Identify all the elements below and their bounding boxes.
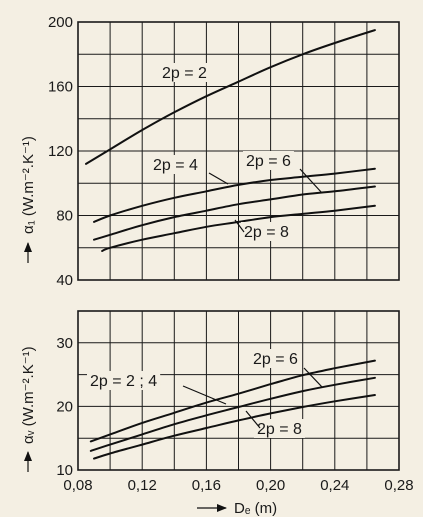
x-tick-label: 0,16 xyxy=(192,477,221,494)
alpha1-series-annotation: 2p = 2 xyxy=(162,65,207,82)
alphav-curves xyxy=(89,359,376,460)
alphav-plot: 10 20 30 0,08 0,12 0,16 0,20 0,24 0,28 2p = 2 ;… xyxy=(20,310,414,517)
alpha1-annotation-bg xyxy=(150,155,201,174)
alpha1-y-tick-label: 160 xyxy=(48,79,73,96)
alphav-frame xyxy=(77,310,400,471)
alpha1-annotation-leader xyxy=(234,219,245,233)
alphav-series-annotation: 2p = 2 ; 4 xyxy=(90,373,157,390)
alpha1-y-axis-label: α₁ (W.m⁻².K⁻¹) xyxy=(20,136,37,234)
alpha1-annotation-bg xyxy=(243,151,294,170)
alphav-y-tick-label: 10 xyxy=(56,462,73,479)
alpha1-plot: 40 80 120 160 200 2p = 2 2p = 4 2p = 6 2p = 8 α… xyxy=(20,14,400,289)
alphav-y-tick-label: 20 xyxy=(56,398,73,415)
alpha1-series-annotation: 2p = 8 xyxy=(244,224,289,241)
alphav-series-line-1 xyxy=(89,359,376,443)
alphav-y-axis-label: αᵥ (W.m⁻².K⁻¹) xyxy=(20,346,37,444)
alpha1-series-annotation: 2p = 4 xyxy=(153,157,198,174)
alpha1-y-ticks: 40 80 120 160 200 xyxy=(48,14,73,289)
x-tick-label: 0,12 xyxy=(128,477,157,494)
alpha1-annotation-bg xyxy=(241,222,292,241)
alpha1-y-tick-label: 200 xyxy=(48,14,73,31)
alpha1-y-tick-label: 120 xyxy=(48,143,73,160)
alpha1-series-line-4 xyxy=(101,204,376,252)
x-tick-label: 0,20 xyxy=(256,477,285,494)
alphav-series-annotation: 2p = 8 xyxy=(257,421,302,438)
alphav-series-annotation: 2p = 6 xyxy=(253,351,298,368)
alpha1-annotation-leader xyxy=(299,168,323,194)
alphav-annotation-bg xyxy=(87,371,161,390)
alphav-annotation-bg xyxy=(250,349,301,368)
alphav-y-axis-label-group: αᵥ (W.m⁻².K⁻¹) xyxy=(20,346,37,472)
alphav-annotation-leader xyxy=(182,385,227,405)
x-tick-label: 0,08 xyxy=(63,477,92,494)
alphav-grid xyxy=(78,311,399,470)
alpha1-series-annotation: 2p = 6 xyxy=(246,153,291,170)
alphav-annotation-leader xyxy=(303,367,323,388)
alpha1-series-line-1 xyxy=(85,29,376,165)
x-axis-label-group: Dₑ (m) xyxy=(197,500,277,517)
alpha1-series-line-3 xyxy=(93,185,376,241)
alpha1-y-tick-label: 80 xyxy=(56,208,73,225)
alpha1-y-axis-label-group: α₁ (W.m⁻².K⁻¹) xyxy=(20,136,37,263)
alpha1-annotations: 2p = 2 2p = 4 2p = 6 2p = 8 xyxy=(150,63,323,241)
x-axis-label: Dₑ (m) xyxy=(234,500,277,517)
alphav-series-line-3 xyxy=(93,394,376,460)
alpha1-series-line-2 xyxy=(93,167,376,223)
alpha1-grid xyxy=(78,22,399,280)
x-tick-label: 0,24 xyxy=(320,477,349,494)
alpha1-frame xyxy=(77,21,400,281)
alpha1-annotation-leader xyxy=(208,172,229,185)
alpha1-y-tick-label: 40 xyxy=(56,272,73,289)
alpha1-curves xyxy=(85,29,376,252)
alphav-annotation-leader xyxy=(245,410,261,429)
alphav-series-line-2 xyxy=(89,376,376,452)
alphav-y-tick-label: 30 xyxy=(56,335,73,352)
alphav-annotations: 2p = 2 ; 4 2p = 6 2p = 8 xyxy=(87,349,323,438)
alphav-y-ticks: 10 20 30 xyxy=(56,335,73,479)
alphav-x-ticks: 0,08 0,12 0,16 0,20 0,24 0,28 xyxy=(63,477,413,494)
alpha1-annotation-bg xyxy=(159,63,210,82)
alphav-annotation-bg xyxy=(254,419,305,438)
x-tick-label: 0,28 xyxy=(384,477,413,494)
